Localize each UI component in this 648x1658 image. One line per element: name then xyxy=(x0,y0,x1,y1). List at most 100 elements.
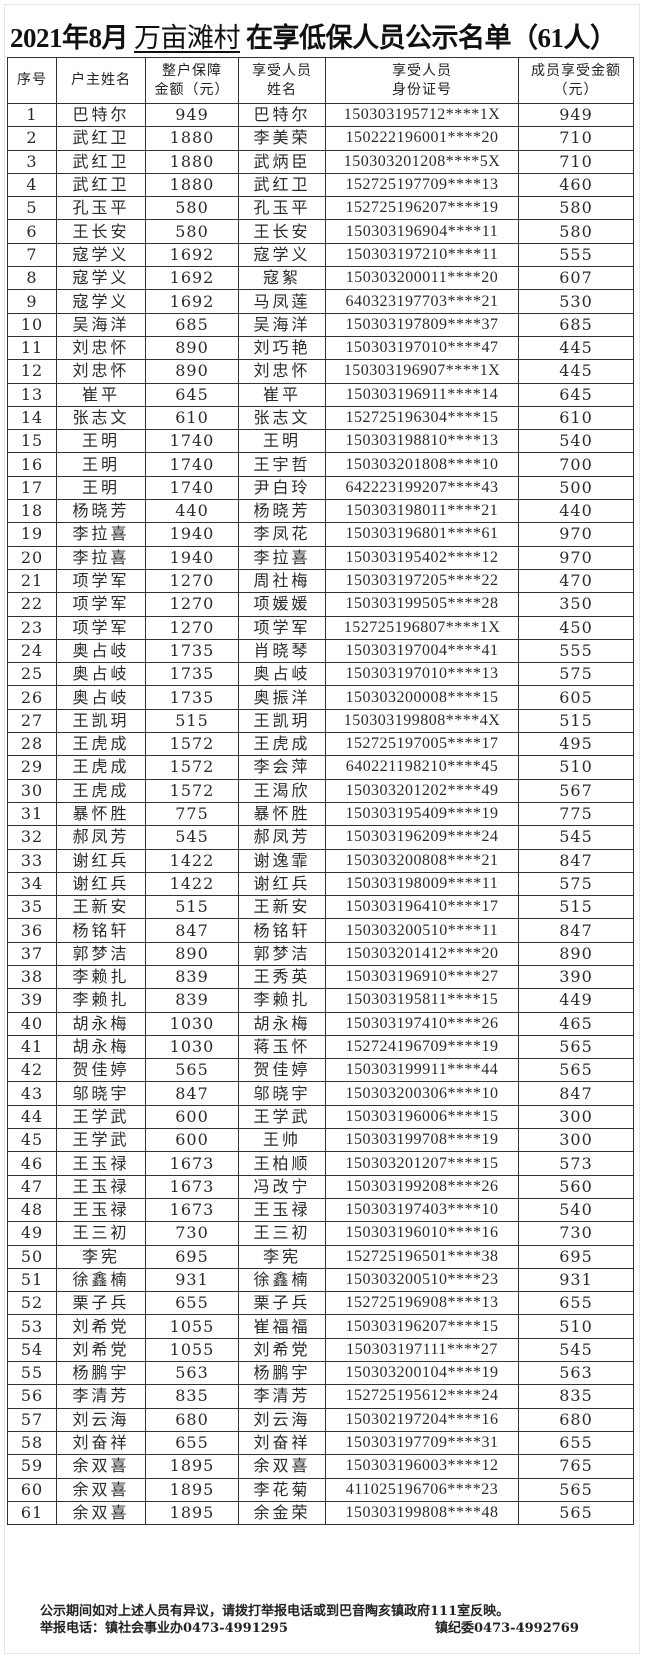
cell-household-head: 项学军 xyxy=(56,568,146,594)
cell-id-number: 150303201412****20 xyxy=(325,941,519,966)
cell-household-amount: 1740 xyxy=(145,475,239,501)
cell-id-number: 150303196911****14 xyxy=(325,382,519,407)
cell-id-number: 150303198810****13 xyxy=(325,429,519,454)
table-row: 21 项学军 1270 周社梅 150303197205****22 470 xyxy=(7,568,634,594)
cell-index: 48 xyxy=(7,1197,57,1223)
cell-member-amount: 565 xyxy=(518,1477,634,1502)
cell-recipient-name: 徐鑫楠 xyxy=(238,1267,326,1293)
cell-household-head: 李赖扎 xyxy=(56,988,146,1013)
cell-id-number: 150303197403****10 xyxy=(325,1197,519,1223)
cell-id-number: 411025196706****23 xyxy=(325,1477,519,1502)
cell-recipient-name: 栗子兵 xyxy=(238,1291,326,1316)
table-row: 49 王三初 730 王三初 150303196010****16 730 xyxy=(7,1221,634,1246)
cell-id-number: 150303197809****37 xyxy=(325,312,519,337)
cell-household-amount: 440 xyxy=(145,499,239,524)
cell-recipient-name: 王宇哲 xyxy=(238,452,326,477)
cell-member-amount: 510 xyxy=(518,1314,634,1339)
cell-household-head: 刘希党 xyxy=(56,1337,146,1363)
cell-id-number: 150303195402****12 xyxy=(325,545,519,570)
cell-household-amount: 1673 xyxy=(145,1174,239,1199)
cell-recipient-name: 项学军 xyxy=(238,615,326,640)
cell-id-number: 150303200808****21 xyxy=(325,848,519,873)
cell-id-number: 152725196908****13 xyxy=(325,1291,519,1316)
cell-recipient-name: 吴海洋 xyxy=(238,312,326,337)
cell-recipient-name: 马凤莲 xyxy=(238,289,326,314)
table-row: 11 刘忠怀 890 刘巧艳 150303197010****47 445 xyxy=(7,335,634,361)
cell-recipient-name: 李拉喜 xyxy=(238,545,326,570)
cell-id-number: 150303199808****48 xyxy=(325,1500,519,1526)
header-recipient-name: 享受人员 姓名 xyxy=(238,57,326,104)
cell-household-head: 胡永梅 xyxy=(56,1011,146,1036)
cell-member-amount: 465 xyxy=(518,1011,634,1036)
cell-household-head: 武红卫 xyxy=(56,172,146,198)
cell-household-amount: 1030 xyxy=(145,1011,239,1036)
table-row: 42 贺佳婷 565 贺佳婷 150303199911****44 565 xyxy=(7,1058,634,1083)
table-row: 33 谢红兵 1422 谢逸霏 150303200808****21 847 xyxy=(7,848,634,873)
cell-household-amount: 695 xyxy=(145,1244,239,1269)
table-row: 51 徐鑫楠 931 徐鑫楠 150303200510****23 931 xyxy=(7,1267,634,1293)
cell-recipient-name: 贺佳婷 xyxy=(238,1058,326,1083)
cell-household-head: 刘希党 xyxy=(56,1314,146,1339)
cell-id-number: 150303197210****11 xyxy=(325,242,519,268)
table-row: 7 寇学义 1692 寇学义 150303197210****11 555 xyxy=(7,242,634,268)
cell-household-head: 王玉禄 xyxy=(56,1174,146,1199)
table-row: 56 李清芳 835 李清芳 152725195612****24 835 xyxy=(7,1384,634,1409)
table-row: 39 李赖扎 839 李赖扎 150303195811****15 449 xyxy=(7,988,634,1013)
cell-id-number: 150303196003****12 xyxy=(325,1454,519,1479)
cell-member-amount: 445 xyxy=(518,335,634,361)
table-row: 22 项学军 1270 项媛媛 150303199505****28 350 xyxy=(7,592,634,617)
cell-recipient-name: 巴特尔 xyxy=(238,102,326,128)
cell-index: 35 xyxy=(7,895,57,920)
cell-household-head: 王凯玥 xyxy=(56,708,146,734)
cell-household-head: 王明 xyxy=(56,429,146,454)
cell-recipient-name: 武红卫 xyxy=(238,172,326,198)
cell-household-amount: 890 xyxy=(145,335,239,361)
table-row: 1 巴特尔 949 巴特尔 150303195712****1X 949 xyxy=(7,102,634,128)
cell-id-number: 150303195811****15 xyxy=(325,988,519,1013)
cell-recipient-name: 刘忠怀 xyxy=(238,359,326,384)
table-row: 58 刘奋祥 655 刘奋祥 150303197709****31 655 xyxy=(7,1430,634,1456)
cell-recipient-name: 暴怀胜 xyxy=(238,801,326,827)
cell-household-amount: 563 xyxy=(145,1361,239,1386)
cell-household-amount: 1692 xyxy=(145,266,239,291)
cell-recipient-name: 余金荣 xyxy=(238,1500,326,1526)
cell-recipient-name: 王虎成 xyxy=(238,732,326,757)
cell-id-number: 150303196907****1X xyxy=(325,359,519,384)
cell-household-head: 李拉喜 xyxy=(56,545,146,570)
cell-household-amount: 890 xyxy=(145,359,239,384)
cell-index: 6 xyxy=(7,219,57,244)
cell-recipient-name: 郭梦洁 xyxy=(238,941,326,966)
cell-recipient-name: 胡永梅 xyxy=(238,1011,326,1036)
cell-member-amount: 710 xyxy=(518,149,634,174)
cell-recipient-name: 王三初 xyxy=(238,1221,326,1246)
cell-index: 30 xyxy=(7,778,57,803)
cell-recipient-name: 李清芳 xyxy=(238,1384,326,1409)
table-row: 36 杨铭轩 847 杨铭轩 150303200510****11 847 xyxy=(7,918,634,943)
cell-household-amount: 680 xyxy=(145,1407,239,1432)
cell-index: 51 xyxy=(7,1267,57,1293)
cell-household-amount: 545 xyxy=(145,825,239,850)
cell-index: 12 xyxy=(7,359,57,384)
table-row: 57 刘云海 680 刘云海 150302197204****16 680 xyxy=(7,1407,634,1432)
cell-household-head: 寇学义 xyxy=(56,289,146,314)
cell-recipient-name: 王秀英 xyxy=(238,964,326,990)
cell-household-head: 王三初 xyxy=(56,1221,146,1246)
cell-household-head: 奥占岐 xyxy=(56,685,146,710)
table-row: 30 王虎成 1572 王渴欣 150303201202****49 567 xyxy=(7,778,634,803)
cell-index: 15 xyxy=(7,429,57,454)
table-row: 40 胡永梅 1030 胡永梅 150303197410****26 465 xyxy=(7,1011,634,1036)
table-row: 46 王玉禄 1673 王柏顺 150303201207****15 573 xyxy=(7,1151,634,1176)
cell-recipient-name: 王帅 xyxy=(238,1128,326,1153)
cell-member-amount: 495 xyxy=(518,732,634,757)
cell-household-amount: 1422 xyxy=(145,871,239,897)
cell-household-amount: 1740 xyxy=(145,452,239,477)
cell-recipient-name: 王凯玥 xyxy=(238,708,326,734)
table-row: 14 张志文 610 张志文 152725196304****15 610 xyxy=(7,405,634,431)
cell-id-number: 150303196207****15 xyxy=(325,1314,519,1339)
cell-household-amount: 1940 xyxy=(145,545,239,570)
cell-member-amount: 500 xyxy=(518,475,634,501)
cell-member-amount: 645 xyxy=(518,382,634,407)
header-member-amount: 成员享受金额 （元） xyxy=(518,57,634,104)
cell-recipient-name: 寇学义 xyxy=(238,242,326,268)
cell-recipient-name: 奥振洋 xyxy=(238,685,326,710)
